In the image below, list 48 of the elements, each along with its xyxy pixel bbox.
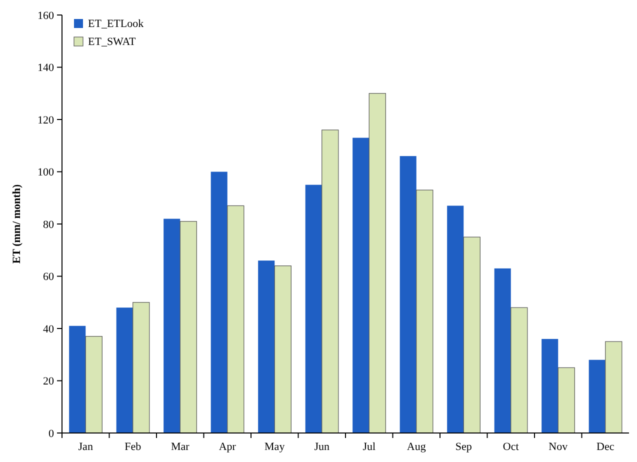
bar	[352, 138, 370, 433]
x-tick-label: Jul	[362, 441, 376, 453]
x-tick-label: Jun	[314, 441, 330, 453]
y-tick-label: 60	[43, 271, 54, 284]
bar	[210, 172, 228, 433]
bar	[305, 184, 322, 433]
x-tick-label: Oct	[502, 441, 519, 453]
bar	[558, 367, 575, 434]
bar	[368, 93, 386, 434]
bar	[258, 260, 275, 433]
x-tick-label: Jan	[78, 441, 94, 453]
x-tick-label: Sep	[455, 441, 472, 453]
bar	[227, 205, 244, 434]
y-axis-title: ET (mm/ month)	[11, 184, 23, 264]
y-tick-label: 100	[38, 166, 54, 179]
bar	[510, 307, 528, 434]
bar	[447, 206, 464, 433]
bar	[180, 221, 197, 434]
x-tick-label: May	[264, 441, 286, 453]
x-tick-label: Aug	[406, 441, 426, 453]
y-tick-label: 80	[43, 218, 54, 231]
bar	[274, 266, 292, 434]
x-tick-label: Feb	[124, 441, 142, 453]
y-tick-label: 140	[38, 62, 54, 74]
bar	[164, 218, 180, 433]
bar	[132, 302, 150, 434]
legend-label: ET_SWAT	[88, 36, 136, 48]
bar	[463, 236, 480, 434]
y-tick-label: 0	[48, 428, 54, 440]
bar	[605, 341, 622, 434]
bar	[85, 336, 102, 434]
bar	[542, 338, 558, 433]
y-tick-label: 40	[43, 323, 54, 336]
bar	[588, 360, 606, 433]
bar	[322, 130, 339, 434]
x-tick-label: Apr	[218, 441, 236, 453]
legend-label: ET_ETLook	[88, 18, 144, 30]
x-tick-label: Mar	[170, 441, 190, 453]
bar	[494, 268, 511, 433]
bar	[69, 326, 86, 433]
y-tick-label: 120	[38, 114, 54, 126]
y-tick-label: 160	[38, 10, 54, 22]
x-tick-label: Nov	[548, 441, 568, 453]
x-tick-label: Dec	[596, 441, 614, 453]
y-tick-label: 20	[43, 376, 54, 388]
bar	[116, 308, 133, 433]
bar	[400, 156, 416, 433]
bar	[416, 190, 434, 434]
